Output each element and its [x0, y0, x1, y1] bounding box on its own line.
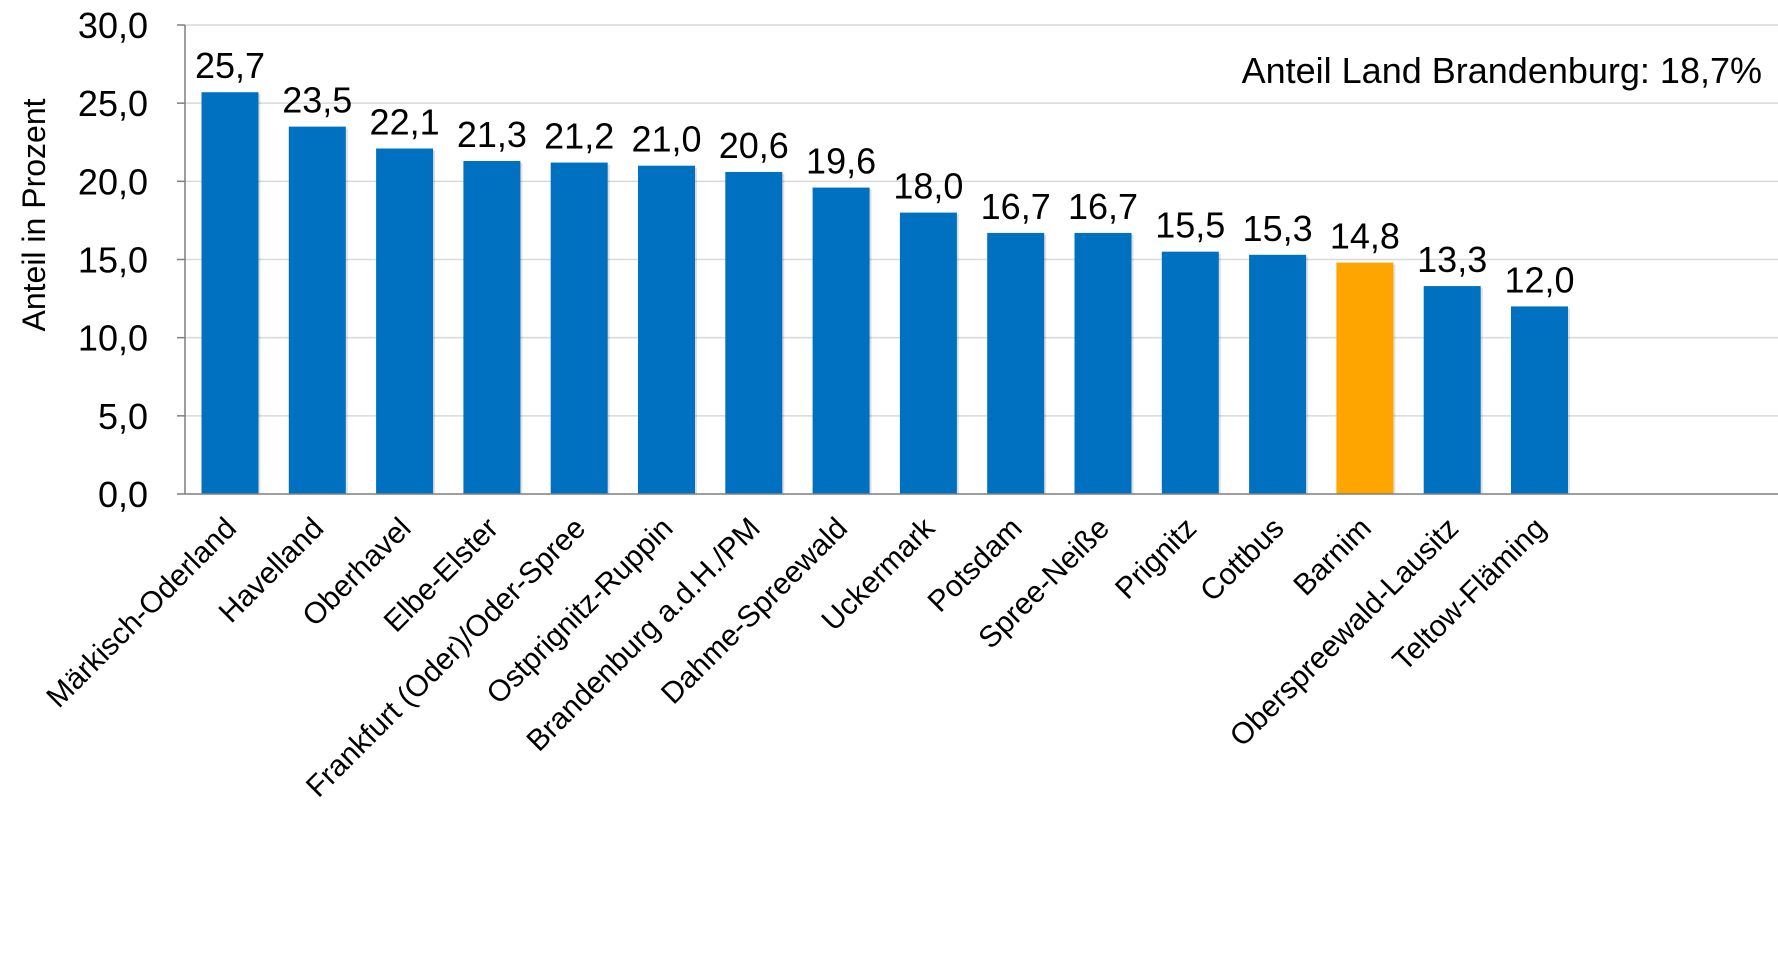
bar-value-label: 23,5	[282, 80, 352, 121]
y-tick-label: 25,0	[78, 83, 148, 124]
bar-value-label: 18,0	[893, 166, 963, 207]
x-category-label: Märkisch-Oderland	[40, 512, 243, 715]
y-tick-label: 30,0	[78, 5, 148, 46]
bar	[1423, 286, 1481, 494]
bar	[288, 126, 346, 494]
bar-value-label: 14,8	[1330, 216, 1400, 257]
bar	[1511, 306, 1568, 494]
bar-value-label: 25,7	[195, 45, 265, 86]
bar	[463, 161, 521, 494]
x-category-label: Prignitz	[1109, 512, 1203, 606]
bar	[899, 212, 957, 494]
x-category-label: Teltow-Fläming	[1386, 512, 1552, 678]
bar-value-label: 22,1	[370, 102, 440, 143]
bar	[1249, 254, 1307, 494]
bar	[376, 148, 434, 494]
y-tick-label: 5,0	[98, 396, 148, 437]
axes: 0,0 5,0 10,0 15,0 20,0 25,0 30,0	[78, 5, 1778, 515]
bar-value-label: 12,0	[1504, 259, 1574, 300]
bar-value-label: 16,7	[1068, 186, 1138, 227]
bar-value-label: 15,5	[1155, 205, 1225, 246]
bar	[201, 92, 259, 495]
bar-value-label: 15,3	[1243, 208, 1313, 249]
bar-value-label: 21,0	[631, 119, 701, 160]
bar-value-label: 19,6	[806, 141, 876, 182]
bar-value-label: 20,6	[719, 125, 789, 166]
y-tick-label: 20,0	[78, 161, 148, 202]
bar-value-label: 16,7	[981, 186, 1051, 227]
bar-value-label: 13,3	[1417, 239, 1487, 280]
y-tick-label: 0,0	[98, 474, 148, 515]
bar	[725, 171, 783, 494]
y-axis-title: Anteil in Prozent	[16, 98, 52, 331]
bar-value-label: 21,3	[457, 114, 527, 155]
bar	[1074, 232, 1132, 494]
state-share-annotation: Anteil Land Brandenburg: 18,7%	[1242, 50, 1762, 91]
bar	[812, 187, 870, 494]
bar	[550, 162, 608, 494]
bar	[638, 165, 695, 494]
bar-value-label: 21,2	[544, 116, 614, 157]
y-tick-label: 10,0	[78, 318, 148, 359]
bar	[1161, 251, 1219, 494]
bar	[987, 232, 1045, 494]
bars	[201, 92, 1570, 495]
bar	[1336, 262, 1394, 494]
x-category-label: Cottbus	[1194, 512, 1290, 608]
y-tick-label: 15,0	[78, 240, 148, 281]
